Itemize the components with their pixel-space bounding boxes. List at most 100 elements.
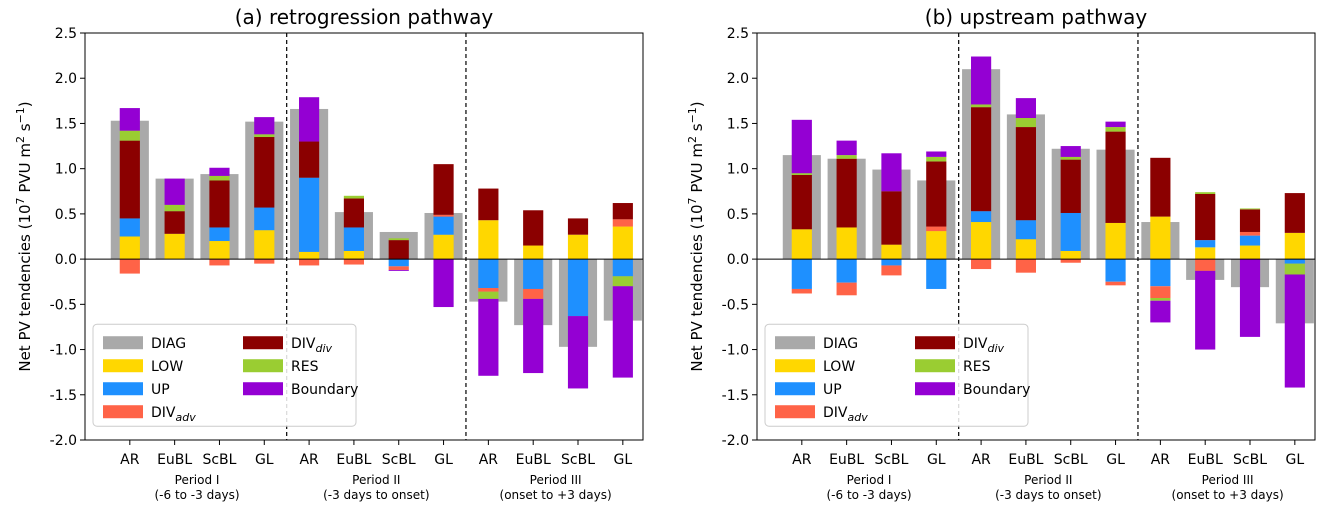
bar-divdiv xyxy=(478,188,499,221)
plot-frame xyxy=(84,32,644,441)
bar-divadv xyxy=(1060,259,1081,263)
legend-label-res: RES xyxy=(291,359,319,375)
legend-label-divadv: DIVadv xyxy=(151,405,196,424)
y-tick-label: -0.5 xyxy=(50,297,77,313)
plot-frame xyxy=(756,32,1316,441)
period-label: Period I xyxy=(175,473,220,487)
legend-swatch-low xyxy=(103,359,143,373)
bar-divdiv xyxy=(567,218,589,235)
bar-up xyxy=(612,259,633,277)
period-range: (-6 to -3 days) xyxy=(826,488,911,502)
bar-up xyxy=(478,259,499,289)
bar-low xyxy=(433,234,454,260)
bar-divadv xyxy=(1150,286,1171,299)
y-axis-label-part: ) xyxy=(16,101,34,107)
bars xyxy=(782,56,1314,388)
bar-up xyxy=(1195,240,1216,248)
legend-label-subscript: adv xyxy=(848,411,869,424)
legend-swatch-divdiv xyxy=(915,336,955,350)
legend-swatch-boundary xyxy=(243,382,283,396)
legend-swatch-boundary xyxy=(915,382,955,396)
bar-boundary xyxy=(119,108,140,131)
bar-up xyxy=(791,259,812,289)
bar-low xyxy=(1105,222,1126,260)
bar-boundary xyxy=(567,316,589,389)
bar-divdiv xyxy=(791,174,812,230)
x-tick-label: ScBL xyxy=(874,452,908,468)
y-axis-label-superscript: −1 xyxy=(686,107,699,123)
bar-res xyxy=(1060,156,1081,160)
x-tick-label: ScBL xyxy=(382,452,416,468)
bar-low xyxy=(567,234,589,260)
legend-label-low: LOW xyxy=(151,359,183,375)
x-tick-label: EuBL xyxy=(336,452,371,468)
y-tick-label: -1.0 xyxy=(722,343,749,359)
bar-divadv xyxy=(254,259,275,264)
legend-label-text: DIAG xyxy=(823,336,858,352)
legend-label-boundary: Boundary xyxy=(291,382,358,398)
y-tick-label: -1.0 xyxy=(50,343,77,359)
bar-divadv xyxy=(343,259,364,265)
bar-up xyxy=(1239,235,1261,246)
bar-up xyxy=(1284,259,1305,264)
legend-label-text: DIV xyxy=(823,405,848,421)
y-tick-label: 2.5 xyxy=(55,26,77,42)
bar-boundary xyxy=(1015,98,1036,119)
x-tick-label: GL xyxy=(1106,452,1125,468)
bar-up xyxy=(343,227,364,251)
bar-divadv xyxy=(209,259,230,266)
x-tick-label: GL xyxy=(434,452,453,468)
y-axis-label-superscript: −1 xyxy=(14,107,27,123)
legend-label-text: LOW xyxy=(823,359,855,375)
legend-label-text: DIV xyxy=(291,336,316,352)
legend-swatch-low xyxy=(775,359,815,373)
bar-boundary xyxy=(299,97,320,142)
y-tick-label: -2.0 xyxy=(722,433,749,449)
y-axis-label-superscript: 7 xyxy=(686,197,699,204)
bar-up xyxy=(433,216,454,235)
bar-up xyxy=(254,207,275,231)
bar-boundary xyxy=(388,269,409,271)
bar-res xyxy=(1195,192,1216,194)
bar-res xyxy=(971,104,992,108)
bar-divadv xyxy=(926,226,947,232)
x-tick-label: ScBL xyxy=(561,452,595,468)
bar-boundary xyxy=(881,153,902,192)
bar-boundary xyxy=(433,259,454,308)
y-tick-label: 2.5 xyxy=(727,26,749,42)
bar-low xyxy=(209,241,230,260)
y-axis-label-superscript: 2 xyxy=(686,136,699,143)
period-label: Period II xyxy=(352,473,400,487)
bar-up xyxy=(926,259,947,289)
bar-boundary xyxy=(791,119,812,174)
bar-up xyxy=(1150,259,1171,287)
legend-swatch-divdiv xyxy=(243,336,283,350)
bar-res xyxy=(926,156,947,162)
bar-res xyxy=(1239,208,1261,210)
bar-res xyxy=(254,134,275,138)
x-tick-label: EuBL xyxy=(516,452,551,468)
bar-divdiv xyxy=(523,210,544,246)
period-range: (onset to +3 days) xyxy=(500,488,612,502)
legend-swatch-res xyxy=(915,359,955,373)
y-tick-label: 0.0 xyxy=(55,252,77,268)
x-tick-label: EuBL xyxy=(157,452,192,468)
legend-swatch-divadv xyxy=(775,405,815,419)
legend-label-up: UP xyxy=(823,382,842,398)
legend-label-res: RES xyxy=(963,359,991,375)
period-label: Period III xyxy=(1202,473,1254,487)
legend-label-text: Boundary xyxy=(291,382,358,398)
bar-divdiv xyxy=(1195,193,1216,241)
period-range: (-3 days to onset) xyxy=(323,488,429,502)
bar-low xyxy=(971,222,992,260)
y-tick-label: -1.5 xyxy=(50,388,77,404)
y-tick-label: 1.0 xyxy=(55,162,77,178)
y-tick-label: -2.0 xyxy=(50,433,77,449)
bar-divadv xyxy=(478,288,499,292)
legend-swatch-diag xyxy=(103,336,143,350)
bar-divdiv xyxy=(1105,131,1126,223)
y-tick-label: 0.0 xyxy=(727,252,749,268)
bar-low xyxy=(254,230,275,260)
